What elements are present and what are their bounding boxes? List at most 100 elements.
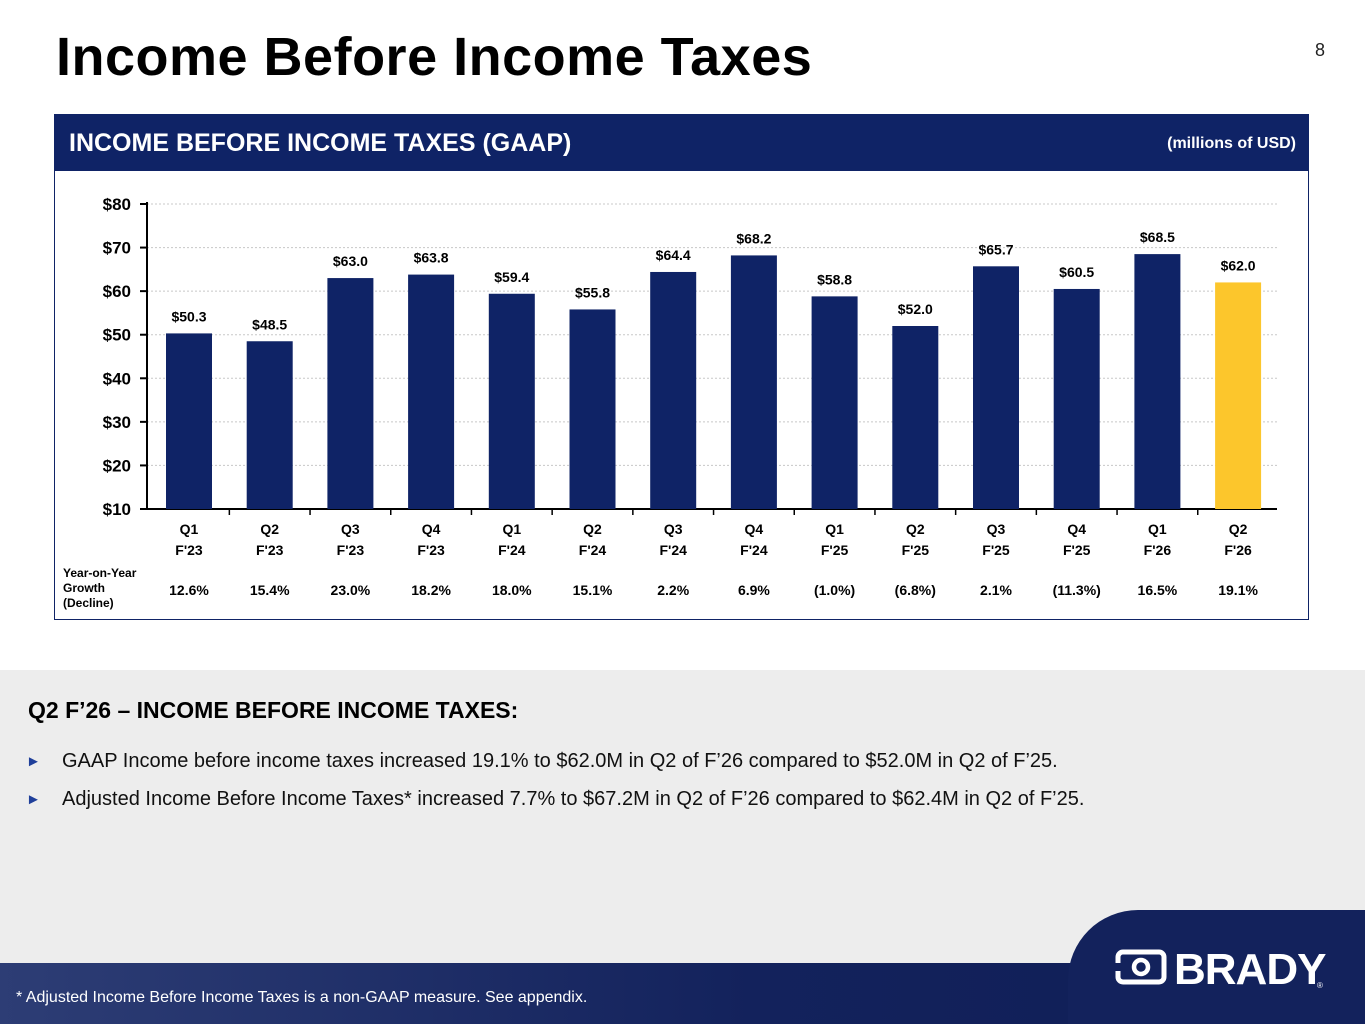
x-tick-label: F'25: [821, 542, 849, 558]
brady-logo: BRADY ®: [1114, 945, 1327, 992]
summary-bullet-text: Adjusted Income Before Income Taxes* inc…: [62, 787, 1085, 810]
bar: [488, 293, 535, 509]
x-tick-label: Q1: [1148, 521, 1167, 537]
chart-units: (millions of USD): [1167, 135, 1296, 152]
growth-value: (11.3%): [1053, 582, 1101, 598]
x-tick-label: F'24: [498, 542, 526, 558]
x-tick-label: Q1: [502, 521, 521, 537]
growth-value: 2.2%: [657, 582, 689, 598]
page-number: 8: [1314, 40, 1325, 60]
y-tick-label: $60: [103, 282, 131, 301]
chart-panel: INCOME BEFORE INCOME TAXES (GAAP) (milli…: [54, 114, 1309, 620]
growth-value: (1.0%): [814, 582, 855, 598]
summary-bullet: ► GAAP Income before income taxes increa…: [26, 742, 1084, 780]
page-title: Income Before Income Taxes: [56, 27, 813, 87]
x-tick-label: Q2: [583, 521, 602, 537]
bar-value-label: $62.0: [1221, 257, 1256, 273]
x-tick-label: F'24: [659, 542, 687, 558]
x-tick-label: Q2: [906, 521, 925, 537]
bar: [1134, 254, 1181, 509]
y-tick-label: $80: [103, 195, 131, 214]
x-tick-label: Q4: [1067, 521, 1086, 537]
bar: [327, 278, 374, 509]
x-tick-label: F'23: [337, 542, 365, 558]
summary-bullets: ► GAAP Income before income taxes increa…: [26, 742, 1084, 818]
bar: [811, 296, 858, 509]
footnote: * Adjusted Income Before Income Taxes is…: [16, 989, 588, 1006]
summary-bullet: ► Adjusted Income Before Income Taxes* i…: [26, 780, 1084, 818]
y-tick-label: $20: [103, 456, 131, 475]
growth-value: 19.1%: [1218, 582, 1258, 598]
growth-value: (6.8%): [895, 582, 936, 598]
bar-value-label: $63.8: [414, 250, 449, 266]
growth-value: 16.5%: [1138, 582, 1178, 598]
x-tick-label: Q4: [745, 521, 764, 537]
x-tick-label: F'24: [740, 542, 768, 558]
bar-value-label: $68.2: [736, 230, 771, 246]
bar: [650, 271, 697, 509]
growth-row-label: (Decline): [63, 596, 114, 610]
growth-value: 6.9%: [738, 582, 770, 598]
x-tick-label: F'24: [579, 542, 607, 558]
growth-value: 23.0%: [331, 582, 371, 598]
bar: [730, 255, 777, 509]
bar-value-label: $48.5: [252, 316, 287, 332]
y-tick-label: $10: [103, 500, 131, 519]
growth-value: 2.1%: [980, 582, 1012, 598]
growth-value: 12.6%: [169, 582, 209, 598]
bar-value-label: $60.5: [1059, 264, 1094, 280]
growth-value: 18.2%: [411, 582, 451, 598]
x-tick-label: Q1: [825, 521, 844, 537]
x-tick-label: Q2: [1229, 521, 1248, 537]
x-tick-label: F'25: [982, 542, 1010, 558]
summary-heading: Q2 F’26 – INCOME BEFORE INCOME TAXES:: [28, 697, 519, 723]
x-tick-label: F'26: [1224, 542, 1252, 558]
triangle-right-icon: ►: [26, 790, 41, 808]
bar-value-label: $65.7: [978, 241, 1013, 257]
brady-logo-mark-icon: [1114, 949, 1167, 985]
brady-logo-text: BRADY: [1174, 945, 1326, 992]
bar-value-label: $63.0: [333, 253, 368, 269]
growth-row-label: Growth: [63, 581, 105, 595]
summary-bullet-text: GAAP Income before income taxes increase…: [62, 749, 1058, 772]
x-tick-label: Q1: [180, 521, 199, 537]
bar-value-label: $58.8: [817, 271, 852, 287]
x-tick-label: F'25: [902, 542, 930, 558]
triangle-right-icon: ►: [26, 752, 41, 770]
bar: [892, 326, 939, 509]
x-tick-label: F'23: [175, 542, 203, 558]
y-tick-label: $50: [103, 326, 131, 345]
bar-value-label: $68.5: [1140, 229, 1175, 245]
bar-value-label: $59.4: [494, 269, 529, 285]
y-tick-label: $70: [103, 239, 131, 258]
x-tick-label: Q3: [341, 521, 360, 537]
bar: [1053, 288, 1100, 509]
growth-value: 15.4%: [250, 582, 290, 598]
bar-value-label: $50.3: [171, 308, 206, 324]
chart-title: INCOME BEFORE INCOME TAXES (GAAP): [69, 129, 572, 157]
chart-header: INCOME BEFORE INCOME TAXES (GAAP) (milli…: [55, 115, 1308, 171]
bar: [1215, 282, 1262, 509]
growth-row-label: Year-on-Year: [63, 566, 137, 580]
growth-value: 18.0%: [492, 582, 532, 598]
bar: [246, 341, 293, 509]
x-tick-label: F'26: [1144, 542, 1172, 558]
x-tick-label: Q3: [664, 521, 683, 537]
bar-value-label: $55.8: [575, 284, 610, 300]
y-tick-label: $30: [103, 413, 131, 432]
bar-value-label: $52.0: [898, 301, 933, 317]
bar-value-label: $64.4: [656, 247, 691, 263]
bar: [166, 333, 212, 509]
x-tick-label: F'23: [256, 542, 284, 558]
brady-logo-registered: ®: [1317, 981, 1323, 990]
x-tick-label: Q4: [422, 521, 441, 537]
x-tick-label: F'25: [1063, 542, 1091, 558]
y-tick-label: $40: [103, 369, 131, 388]
x-tick-label: F'23: [417, 542, 445, 558]
growth-value: 15.1%: [573, 582, 613, 598]
bar: [973, 266, 1019, 509]
bar: [569, 309, 616, 509]
x-tick-label: Q2: [260, 521, 279, 537]
bar-chart: $10 $20 $30 $40 $50 $60 $70 $80 $50.3 Q1 F'23 12.6%…: [63, 195, 1277, 610]
bar: [408, 274, 455, 509]
